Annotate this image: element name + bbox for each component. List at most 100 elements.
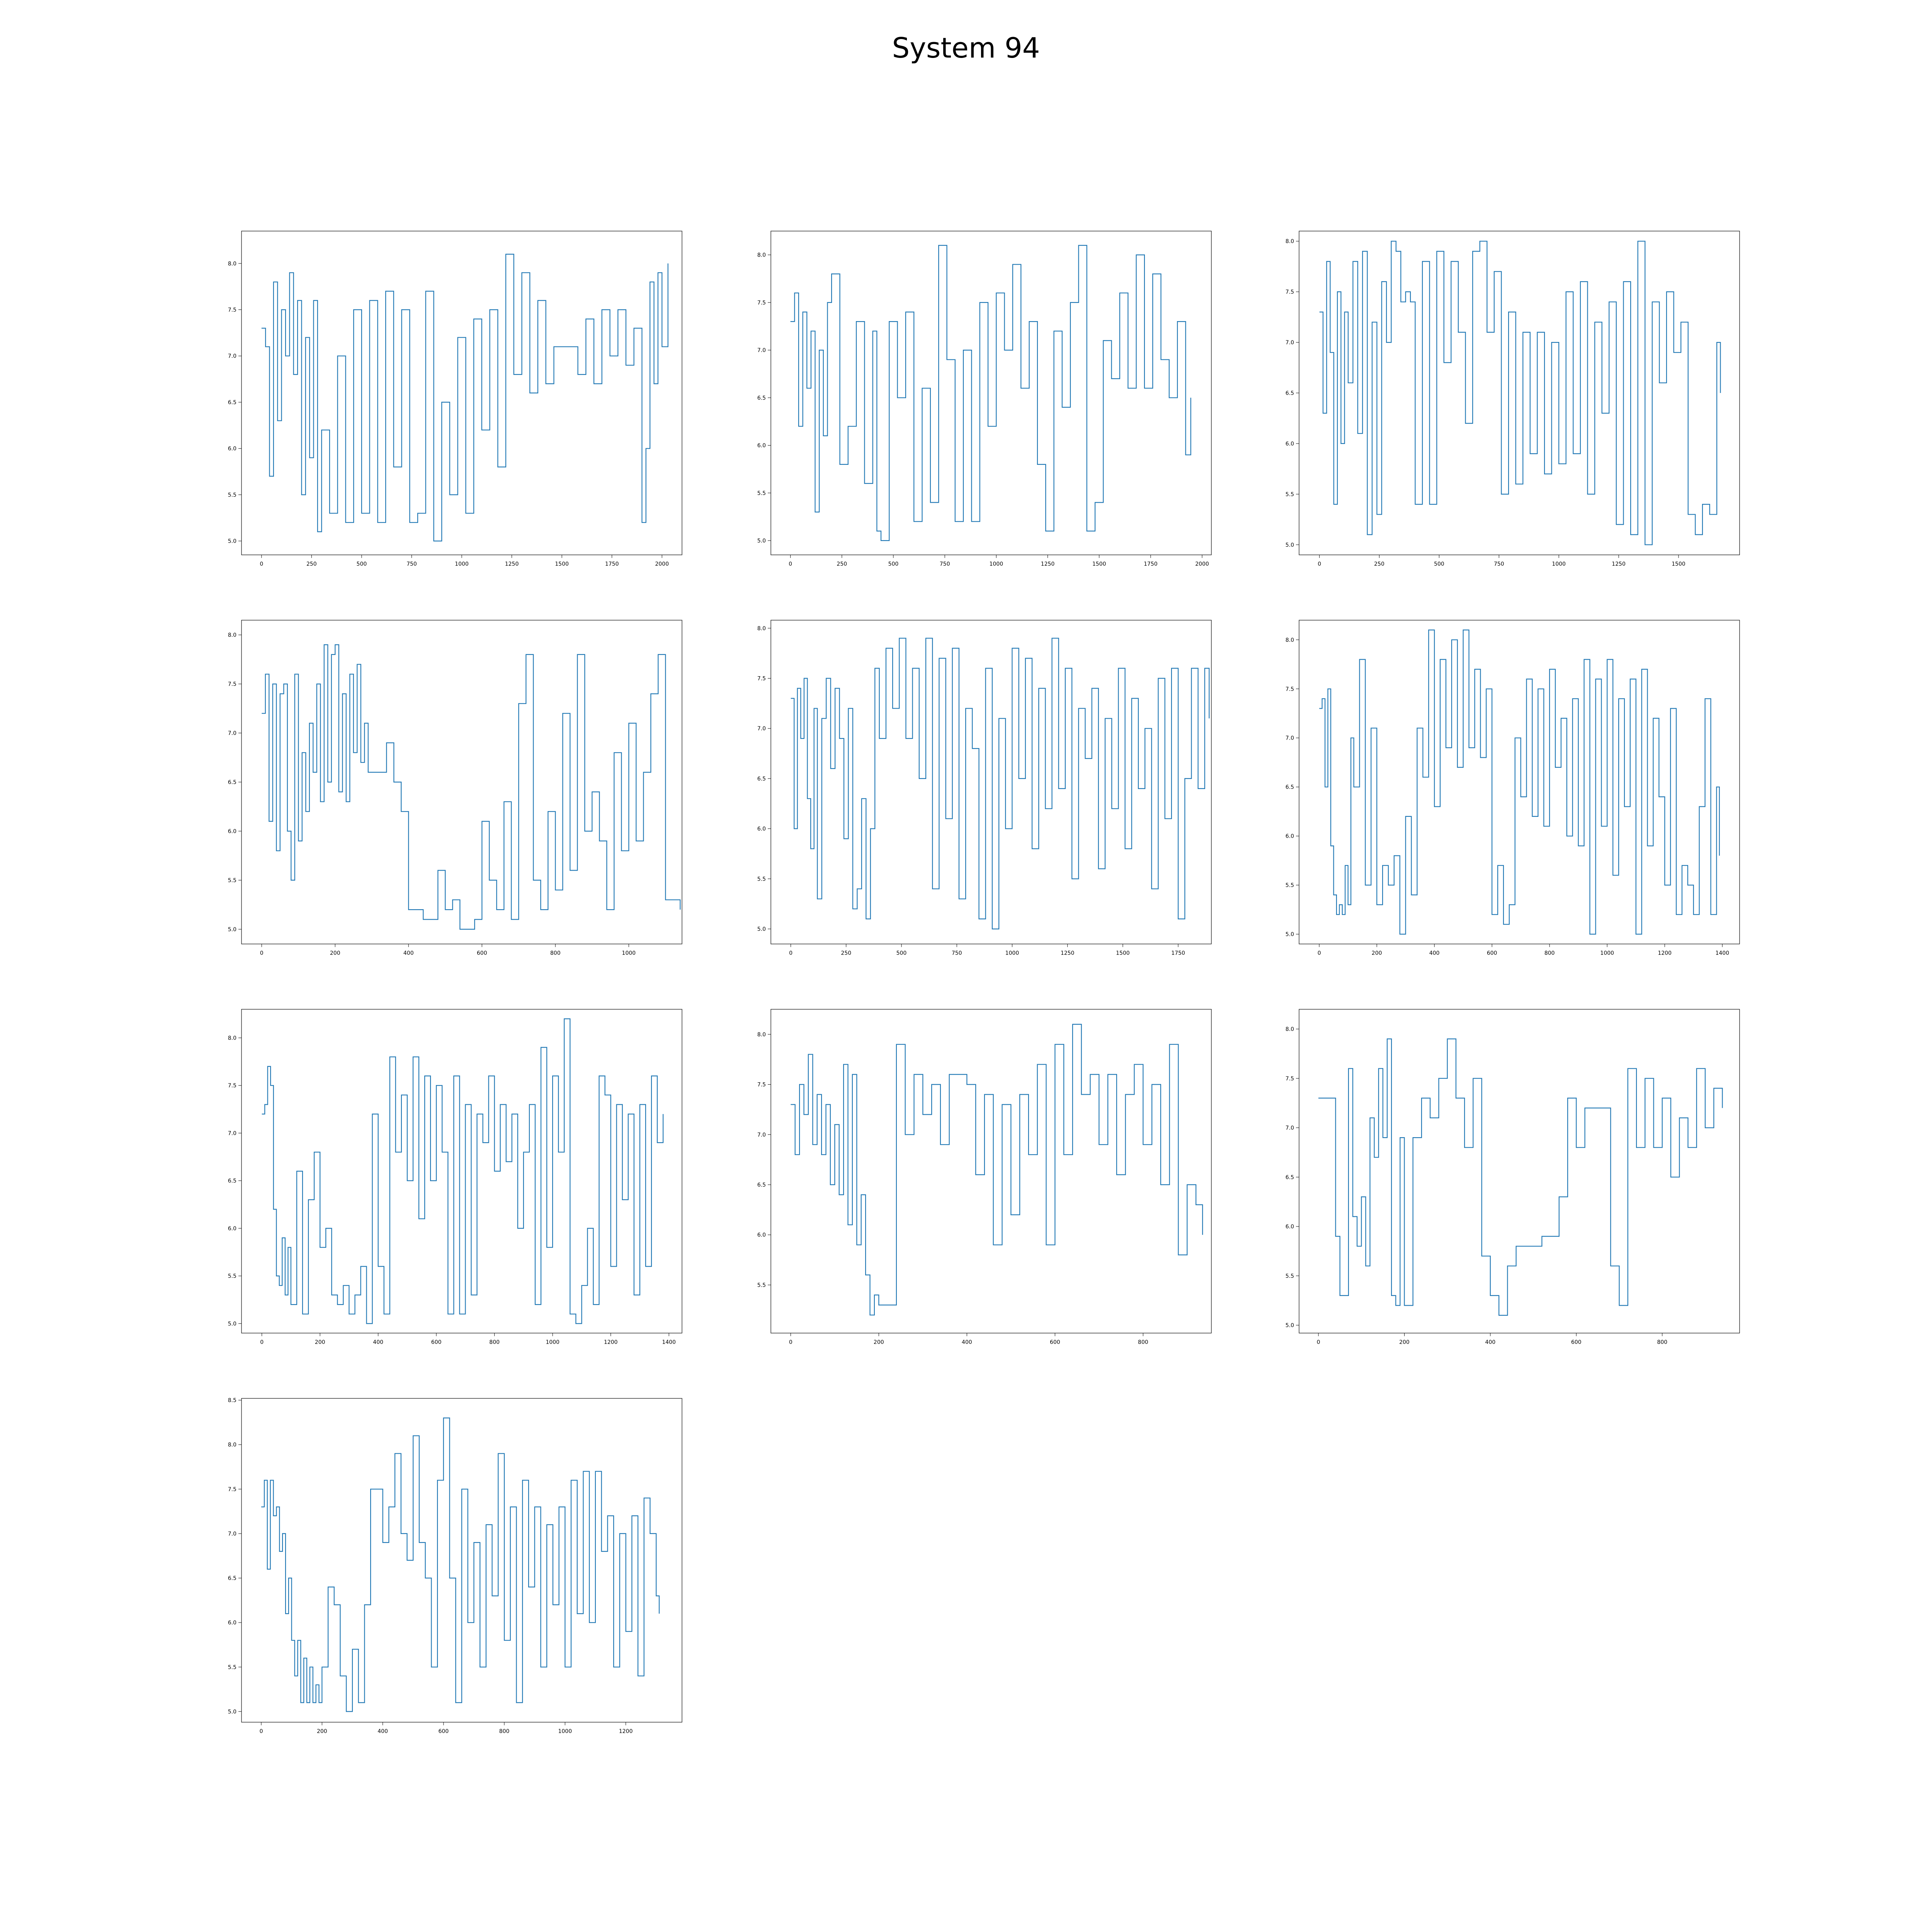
x-tick-label: 750 [406, 561, 417, 567]
x-tick-label: 400 [962, 1339, 972, 1345]
x-tick-label: 600 [438, 1728, 449, 1735]
y-tick-label: 6.0 [1286, 441, 1294, 447]
x-tick-label: 1000 [558, 1728, 572, 1735]
y-tick-label: 5.0 [757, 926, 766, 932]
y-tick-label: 6.0 [228, 446, 236, 452]
y-tick-label: 7.5 [757, 1082, 766, 1088]
x-tick-label: 600 [1487, 950, 1497, 956]
x-tick-label: 1400 [1715, 950, 1729, 956]
x-tick-label: 400 [403, 950, 414, 956]
y-tick-label: 8.0 [1286, 637, 1294, 643]
subplot-3: 0 250 500 750 1000 1250 1500 5.0 5.5 6.0 6.5 7.0 7.5… [1286, 231, 1740, 567]
x-tick-label: 1000 [1600, 950, 1614, 956]
x-tick-label: 600 [1571, 1339, 1582, 1345]
series-line-1 [1318, 1038, 1723, 1316]
x-tick-label: 1750 [605, 561, 619, 567]
y-tick-label: 5.5 [1286, 1273, 1294, 1279]
x-tick-label: 1250 [1041, 561, 1055, 567]
subplot-7: 0 200 400 600 800 1000 1200 1400 5.0 5.5 6.0 6.5 7.0… [228, 1009, 682, 1345]
x-tick-label: 1400 [662, 1339, 676, 1345]
x-tick-label: 250 [1374, 561, 1384, 567]
y-tick-label: 8.0 [228, 1442, 236, 1448]
y-tick-label: 7.0 [757, 347, 766, 354]
y-tick-label: 7.0 [757, 726, 766, 732]
x-tick-label: 800 [489, 1339, 500, 1345]
x-tick-label: 500 [888, 561, 899, 567]
x-tick-label: 800 [499, 1728, 510, 1735]
y-tick-label: 8.0 [757, 626, 766, 632]
subplot-2: 0 250 500 750 1000 1250 1500 1750 2000 5.0 5.5 6.0 6… [757, 231, 1212, 567]
x-tick-label: 0 [260, 1728, 263, 1735]
y-tick-label: 6.0 [228, 1620, 236, 1626]
x-tick-label: 800 [1544, 950, 1555, 956]
y-tick-label: 7.5 [228, 1083, 236, 1089]
y-tick-label: 7.5 [228, 681, 236, 687]
y-tick-label: 5.0 [228, 1709, 236, 1715]
x-tick-label: 500 [357, 561, 367, 567]
x-tick-label: 400 [1485, 1339, 1496, 1345]
y-tick-label: 7.0 [757, 1132, 766, 1138]
y-tick-label: 7.5 [757, 675, 766, 682]
subplot-6: 0 200 400 600 800 1000 1200 1400 5.0 5.5 6.0 6.5 7.0… [1286, 620, 1740, 956]
x-tick-label: 1250 [1612, 561, 1626, 567]
plot-frame [1299, 620, 1740, 944]
y-tick-label: 6.5 [1286, 784, 1294, 791]
y-tick-label: 7.0 [228, 1531, 236, 1537]
x-tick-label: 200 [1399, 1339, 1410, 1345]
x-tick-label: 0 [1317, 1339, 1320, 1345]
y-tick-label: 6.0 [1286, 1224, 1294, 1230]
subplot-5: 0 250 500 750 1000 1250 1500 1750 5.0 5.5 6.0 6.5 7.… [757, 620, 1212, 956]
x-tick-label: 0 [789, 561, 792, 567]
y-tick-label: 5.5 [228, 492, 236, 498]
plot-frame [1299, 231, 1740, 555]
subplot-10: 0 200 400 600 800 1000 1200 5.0 5.5 6.0 6.5 7.0 7.5 8… [228, 1398, 682, 1735]
x-tick-label: 1750 [1144, 561, 1158, 567]
y-tick-label: 6.0 [228, 828, 236, 835]
x-tick-label: 2000 [655, 561, 669, 567]
y-tick-label: 5.0 [228, 927, 236, 933]
y-tick-label: 7.0 [1286, 735, 1294, 742]
x-tick-label: 1000 [546, 1339, 560, 1345]
y-tick-label: 8.0 [228, 632, 236, 638]
y-tick-label: 6.5 [1286, 1174, 1294, 1180]
series-line-1 [791, 1024, 1203, 1316]
x-tick-label: 1000 [622, 950, 636, 956]
y-tick-label: 6.5 [757, 776, 766, 782]
y-tick-label: 5.5 [757, 1282, 766, 1288]
x-tick-label: 1750 [1171, 950, 1185, 956]
x-tick-label: 1200 [619, 1728, 633, 1735]
x-tick-label: 250 [837, 561, 847, 567]
y-tick-label: 6.5 [228, 779, 236, 786]
y-tick-label: 5.5 [1286, 883, 1294, 889]
x-tick-label: 0 [1318, 561, 1321, 567]
x-tick-label: 0 [1318, 950, 1321, 956]
plot-frame [241, 231, 682, 555]
y-tick-label: 7.0 [228, 1130, 236, 1136]
y-tick-label: 8.0 [228, 1035, 236, 1041]
y-tick-label: 6.5 [228, 1575, 236, 1582]
x-tick-label: 200 [317, 1728, 327, 1735]
y-tick-label: 7.0 [1286, 1125, 1294, 1131]
x-tick-label: 200 [330, 950, 340, 956]
y-tick-label: 7.5 [757, 300, 766, 306]
x-tick-label: 500 [896, 950, 907, 956]
x-tick-label: 400 [378, 1728, 388, 1735]
x-tick-label: 1250 [1061, 950, 1075, 956]
x-tick-label: 800 [1657, 1339, 1667, 1345]
figure-title: System 94 [892, 32, 1040, 64]
y-tick-label: 8.0 [1286, 1026, 1294, 1032]
x-tick-label: 1200 [1658, 950, 1672, 956]
x-tick-label: 500 [1434, 561, 1444, 567]
x-tick-label: 1500 [1116, 950, 1130, 956]
series-line-1 [1319, 629, 1720, 935]
plot-frame [241, 620, 682, 944]
x-tick-label: 0 [789, 950, 793, 956]
plot-frame [241, 1009, 682, 1333]
plot-frame [770, 1009, 1212, 1333]
x-tick-label: 1000 [1005, 950, 1019, 956]
y-tick-label: 7.5 [1286, 686, 1294, 692]
x-tick-label: 250 [306, 561, 317, 567]
y-tick-label: 5.5 [757, 490, 766, 497]
series-line-1 [790, 245, 1191, 541]
